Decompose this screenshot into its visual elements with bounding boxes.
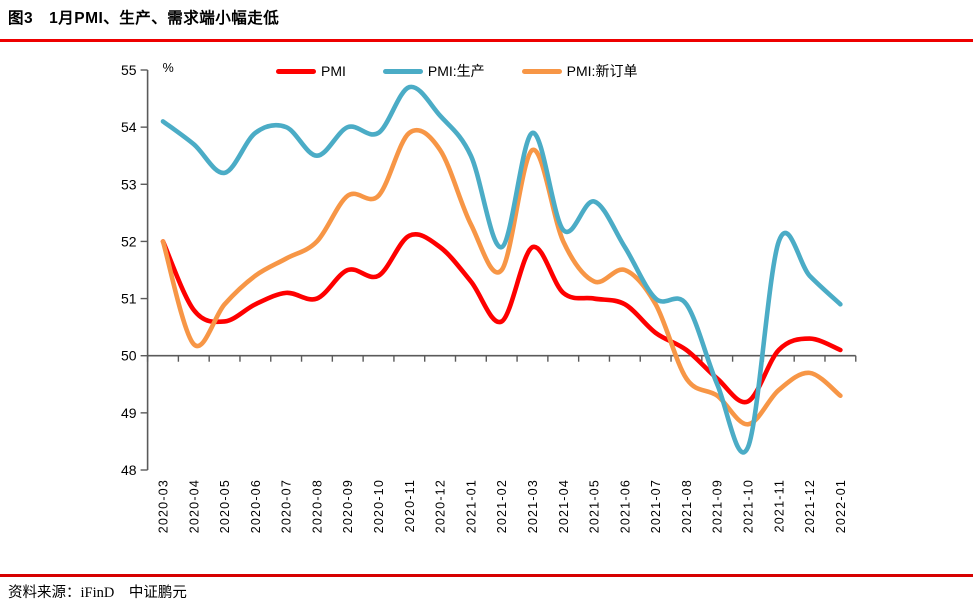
- x-tick-label: 2020-07: [280, 479, 294, 533]
- x-tick-label: 2021-12: [803, 479, 817, 533]
- legend-line-swatch: [521, 68, 562, 74]
- x-tick-label: 2021-09: [711, 479, 725, 533]
- y-tick-label: 55: [121, 62, 137, 78]
- x-tick-label: 2021-07: [649, 479, 663, 533]
- y-tick-label: 50: [121, 348, 137, 364]
- figure-title: 图3 1月PMI、生产、需求端小幅走低: [8, 10, 280, 27]
- x-tick-label: 2020-05: [218, 479, 232, 533]
- x-tick-label: 2022-01: [834, 479, 848, 533]
- source-note: 资料来源：iFinD 中证鹏元: [8, 585, 187, 601]
- y-axis-unit-label: %: [163, 61, 174, 75]
- x-tick-label: 2021-04: [557, 479, 571, 533]
- legend-line-swatch: [382, 68, 423, 74]
- x-tick-label: 2021-03: [526, 479, 540, 533]
- y-tick-label: 54: [121, 119, 137, 135]
- legend-item: PMI:生产: [382, 61, 485, 81]
- x-tick-label: 2020-09: [341, 479, 355, 533]
- x-tick-label: 2020-03: [156, 479, 170, 533]
- legend-label: PMI:生产: [427, 63, 485, 79]
- chart-legend: PMI PMI:生产 PMI:新订单: [276, 61, 637, 81]
- x-tick-label: 2021-01: [464, 479, 478, 533]
- y-tick-label: 48: [121, 462, 137, 478]
- y-tick-label: 52: [121, 233, 137, 249]
- x-tick-label: 2021-05: [588, 479, 602, 533]
- series-line-PMI:新订单: [160, 127, 843, 427]
- x-tick-label: 2021-02: [495, 479, 509, 533]
- x-tick-label: 2020-11: [403, 479, 417, 532]
- x-tick-label: 2020-10: [372, 479, 386, 533]
- x-tick-label: 2021-10: [742, 479, 756, 533]
- legend-item: PMI:新订单: [521, 61, 638, 81]
- bottom-divider-rule: [0, 574, 973, 577]
- x-tick-label: 2020-06: [249, 479, 263, 533]
- x-tick-label: 2020-04: [187, 479, 201, 533]
- y-tick-label: 51: [121, 291, 137, 307]
- legend-label: PMI:新订单: [566, 63, 638, 79]
- x-tick-label: 2020-12: [434, 479, 448, 533]
- series-line-PMI: [160, 232, 843, 405]
- y-tick-label: 49: [121, 405, 137, 421]
- x-tick-label: 2021-06: [618, 479, 632, 533]
- top-divider-rule: [0, 39, 973, 42]
- x-tick-label: 2020-08: [310, 479, 324, 533]
- legend-item: PMI: [276, 63, 346, 79]
- y-tick-label: 53: [121, 176, 137, 192]
- legend-label: PMI: [321, 63, 346, 79]
- x-tick-label: 2021-08: [680, 479, 694, 533]
- y-axis: 55 54 53 52 51 50 49 48%: [121, 61, 174, 478]
- x-axis: 2020-03 2020-04 2020-05 2020-06 2020-07 2020-…: [146, 354, 857, 533]
- x-tick-label: 2021-11: [772, 479, 786, 532]
- legend-line-swatch: [276, 68, 316, 74]
- series-line-PMI:生产: [160, 84, 843, 455]
